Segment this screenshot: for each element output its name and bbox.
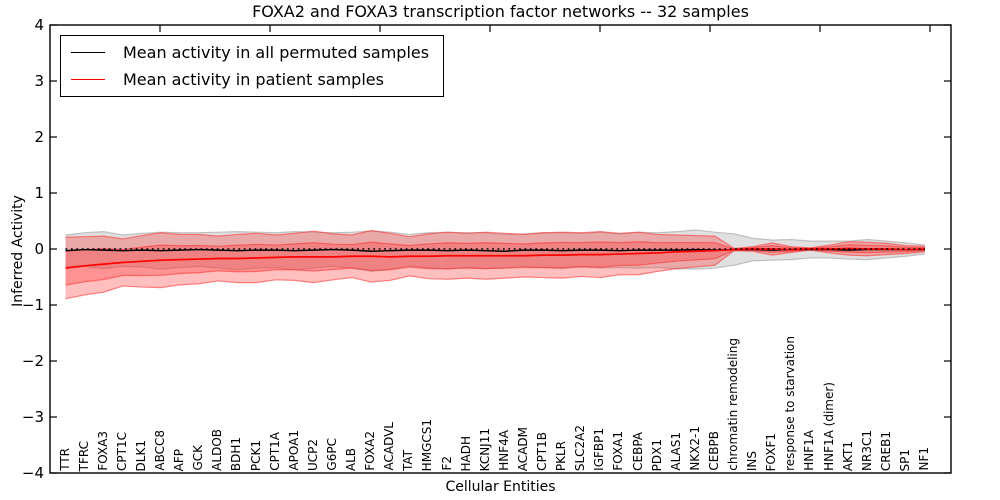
x-tick-label: FOXA2 bbox=[363, 431, 378, 471]
x-tick-label: NKX2-1 bbox=[687, 426, 702, 471]
x-tick-label: TFRC bbox=[76, 440, 91, 471]
x-tick-label: AKT1 bbox=[840, 440, 855, 471]
band-edge-lower bbox=[65, 249, 926, 286]
x-tick-label: HNF1A (dimer) bbox=[821, 382, 836, 471]
x-tick-label: AFP bbox=[172, 448, 187, 471]
x-tick-label: HNF1A bbox=[802, 430, 817, 471]
patient-band bbox=[65, 241, 925, 285]
x-tick-label: FOXA3 bbox=[95, 431, 110, 471]
x-tick-label: F2 bbox=[439, 456, 454, 471]
x-tick-label: FOXF1 bbox=[764, 432, 779, 471]
x-tick-label: G6PC bbox=[324, 438, 339, 471]
x-tick-label: ALDOB bbox=[210, 429, 225, 471]
x-tick-label: PDX1 bbox=[649, 438, 664, 471]
x-tick-label: TAT bbox=[401, 449, 416, 471]
legend-item-permuted: Mean activity in all permuted samples bbox=[71, 43, 429, 62]
x-tick-label: NR3C1 bbox=[859, 430, 874, 471]
legend-label-permuted: Mean activity in all permuted samples bbox=[123, 43, 430, 62]
x-tick-label: FOXA1 bbox=[611, 431, 626, 471]
x-tick-label: CPT1A bbox=[267, 432, 282, 471]
band-edge-upper bbox=[65, 229, 926, 246]
x-tick-label: PCK1 bbox=[248, 439, 263, 471]
x-tick-label: BDH1 bbox=[229, 436, 244, 471]
x-tick-label: IGFBP1 bbox=[592, 428, 607, 471]
band-edge-lower bbox=[65, 249, 926, 300]
x-tick-label: ACADVL bbox=[382, 422, 397, 471]
y-tick-label: −2 bbox=[21, 352, 44, 370]
x-tick-label: PKLR bbox=[554, 440, 569, 471]
x-tick-label: CEBPA bbox=[630, 432, 645, 471]
legend-black-line-swatch bbox=[71, 52, 105, 53]
y-tick-label: −3 bbox=[21, 408, 44, 426]
legend-item-patient: Mean activity in patient samples bbox=[71, 70, 429, 89]
x-tick-label: ALAS1 bbox=[668, 432, 683, 471]
x-tick-label: ABCC8 bbox=[153, 430, 167, 471]
band-edge-upper bbox=[65, 241, 926, 252]
x-tick-label: KCNJ11 bbox=[477, 427, 492, 471]
x-tick-label: INS bbox=[745, 450, 760, 471]
x-tick-label: HADH bbox=[458, 435, 473, 472]
x-tick-label: CPT1C bbox=[114, 432, 129, 471]
y-tick-label: −1 bbox=[21, 296, 44, 314]
y-tick-label: −4 bbox=[21, 464, 44, 482]
x-tick-label: TTR bbox=[57, 448, 72, 471]
y-tick-label: 3 bbox=[34, 72, 44, 90]
x-tick-label: ACADM bbox=[515, 426, 530, 471]
y-tick-label: 2 bbox=[34, 128, 44, 146]
x-tick-label: UCP2 bbox=[305, 438, 320, 471]
x-tick-label: DLK1 bbox=[133, 439, 148, 471]
y-tick-label: 1 bbox=[34, 184, 44, 202]
y-tick-label: 4 bbox=[34, 16, 44, 34]
band-edge-upper bbox=[65, 229, 926, 250]
x-tick-label: NF1 bbox=[917, 447, 931, 471]
x-tick-label: SP1 bbox=[897, 448, 912, 472]
x-tick-label: chromatin remodeling bbox=[726, 338, 740, 471]
x-tick-label: HNF4A bbox=[496, 430, 511, 471]
chart-title: FOXA2 and FOXA3 transcription factor net… bbox=[252, 2, 749, 21]
x-tick-label: CREB1 bbox=[878, 430, 893, 471]
x-tick-label: response to starvation bbox=[783, 336, 798, 471]
legend: Mean activity in all permuted samples Me… bbox=[60, 35, 445, 97]
patient-band bbox=[65, 230, 925, 299]
x-tick-label: HMGCS1 bbox=[420, 418, 435, 471]
patient-mean-line bbox=[65, 247, 926, 269]
y-tick-label: 0 bbox=[34, 240, 44, 258]
legend-label-patient: Mean activity in patient samples bbox=[123, 70, 384, 89]
x-tick-label: SLC2A2 bbox=[573, 424, 588, 471]
x-tick-label: ALB bbox=[344, 447, 358, 471]
legend-red-line-swatch bbox=[71, 79, 105, 80]
x-axis-label: Cellular Entities bbox=[445, 479, 556, 495]
x-tick-label: CPT1B bbox=[535, 432, 549, 471]
x-tick-label: GCK bbox=[191, 445, 206, 471]
x-tick-label: APOA1 bbox=[286, 430, 301, 471]
x-tick-label: CEBPB bbox=[706, 431, 721, 471]
